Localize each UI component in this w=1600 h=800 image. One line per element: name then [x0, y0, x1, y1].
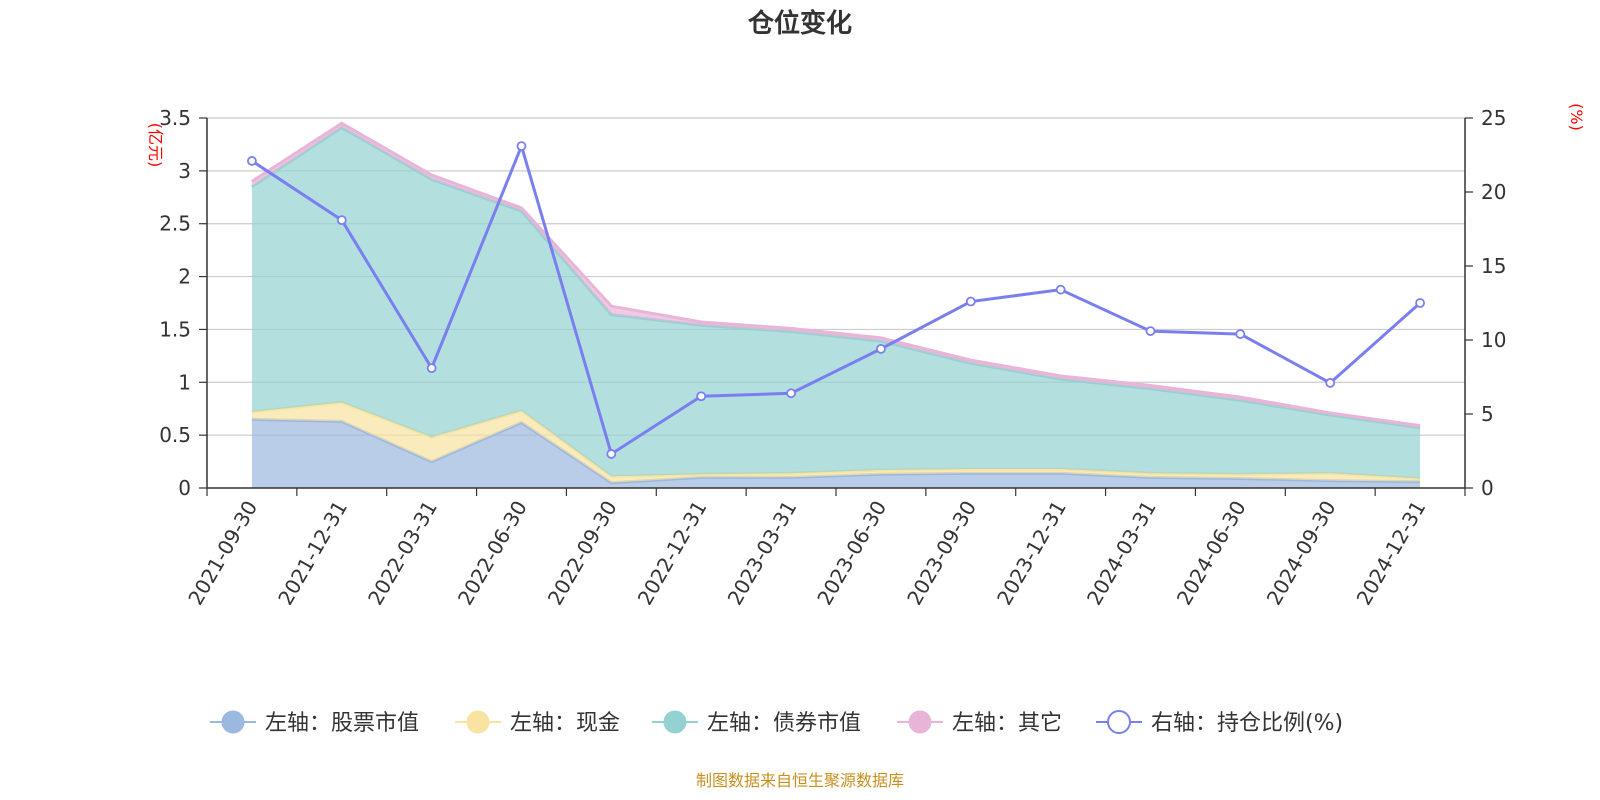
right-axis-unit: (%)	[1567, 103, 1586, 131]
area-series-1	[251, 419, 1421, 488]
stacked-areas	[251, 121, 1421, 488]
left-axis-unit: (亿元)	[146, 123, 165, 168]
x-axis-tick-label: 2021-12-31	[273, 497, 352, 610]
ratio-point	[1235, 329, 1246, 339]
ratio-point	[696, 391, 707, 402]
ratio-point	[965, 296, 976, 307]
x-axis-tick-label: 2023-03-31	[722, 497, 801, 610]
right-axis-tick-label: 15	[1481, 254, 1506, 278]
legend-swatch-dot	[221, 710, 245, 734]
source-note: 制图数据来自恒生聚源数据库	[696, 771, 904, 790]
legend-label: 左轴：现金	[510, 711, 620, 736]
ratio-line	[251, 141, 1422, 457]
x-axis-tick-label: 2023-09-30	[902, 496, 981, 609]
x-axis-tick-label: 2022-12-31	[633, 497, 712, 610]
legend-label: 左轴：债券市值	[707, 711, 861, 736]
ratio-point	[786, 388, 796, 399]
chart-title: 仓位变化	[747, 8, 852, 39]
ratio-point	[1055, 284, 1066, 295]
x-axis-tick-label: 2022-06-30	[453, 497, 532, 610]
ratio-point	[876, 343, 886, 354]
ratio-point	[516, 141, 527, 152]
ratio-line-series	[247, 141, 1425, 459]
left-axis-tick-label: 0	[178, 476, 191, 500]
left-axis-tick-label: 0.5	[159, 423, 191, 447]
legend-swatch-dot	[663, 710, 687, 734]
legend-swatch-dot	[908, 710, 932, 734]
x-axis-tick-label: 2024-03-31	[1082, 497, 1161, 610]
legend-swatch-dot	[466, 710, 490, 734]
x-axis-tick-label: 2023-12-31	[992, 497, 1071, 610]
left-axis-tick-label: 2.5	[159, 212, 191, 236]
legend-label: 右轴：持仓比例(%)	[1151, 711, 1343, 736]
x-axis-tick-label: 2024-12-31	[1351, 497, 1430, 610]
area-series-edge-4	[251, 121, 1421, 428]
right-axis-tick-label: 20	[1481, 180, 1506, 204]
right-axis-tick-label: 5	[1481, 402, 1494, 426]
right-axis-tick-label: 0	[1481, 476, 1494, 500]
right-axis-tick-label: 25	[1481, 106, 1506, 130]
legend-label: 左轴：股票市值	[265, 711, 419, 736]
left-axis-tick-label: 3.5	[159, 106, 191, 130]
legend-swatch-dot	[1107, 710, 1131, 734]
left-axis-tick-label: 3	[178, 159, 191, 183]
ratio-point	[336, 215, 347, 226]
ratio-point	[426, 363, 437, 374]
area-series-3	[251, 127, 1421, 479]
left-axis-tick-label: 2	[178, 265, 191, 289]
left-axis-tick-label: 1	[178, 370, 191, 394]
x-axis-tick-label: 2022-09-30	[543, 497, 622, 610]
right-axis-tick-label: 10	[1481, 328, 1506, 352]
legend-label: 左轴：其它	[952, 711, 1062, 736]
x-axis-tick-label: 2023-06-30	[812, 497, 891, 610]
ratio-point	[1415, 298, 1425, 308]
x-axis-tick-label: 2024-06-30	[1172, 497, 1251, 610]
legend: 左轴：股票市值 左轴：现金 左轴：债券市值 左轴：其它 右轴：持仓比例(%)	[210, 710, 1343, 736]
ratio-point	[247, 156, 257, 166]
ratio-point	[606, 449, 617, 459]
x-axis-tick-label: 2021-09-30	[183, 497, 262, 610]
x-axis-tick-label: 2022-03-31	[363, 496, 442, 609]
x-axis-tick-label: 2024-09-30	[1262, 497, 1341, 610]
left-axis-tick-label: 1.5	[159, 317, 191, 341]
ratio-point	[1325, 378, 1336, 388]
ratio-point	[1145, 326, 1156, 337]
